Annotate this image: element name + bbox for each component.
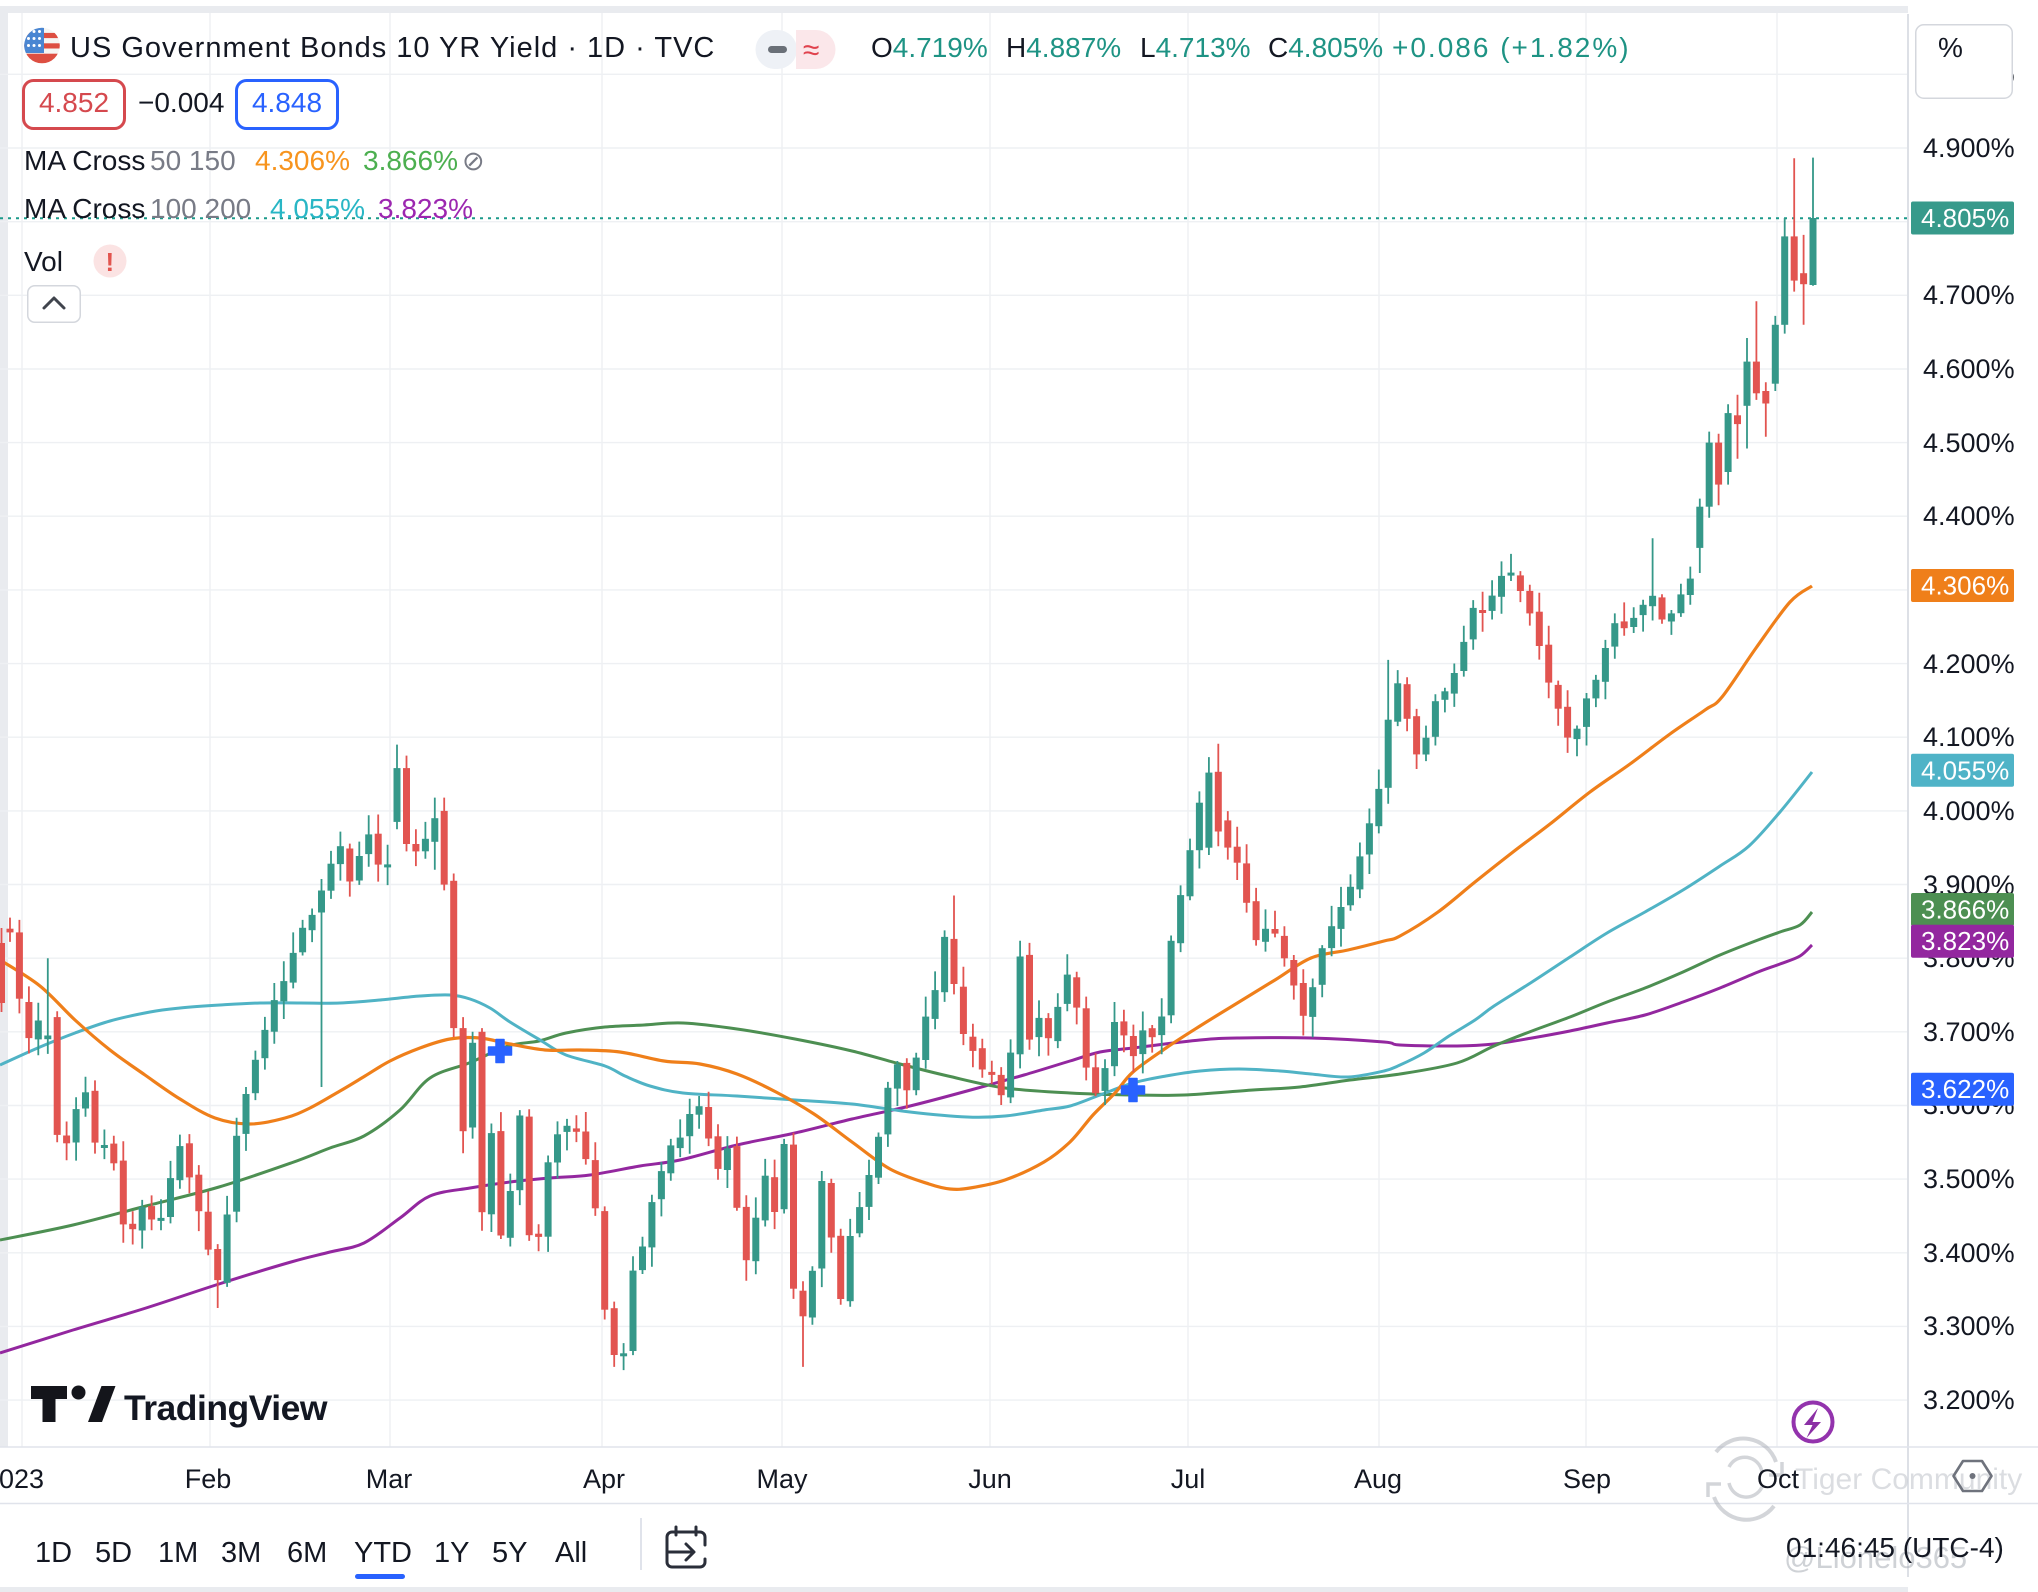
svg-text:4.000%: 4.000% xyxy=(1923,796,2015,826)
svg-text:O4.719%: O4.719% xyxy=(871,32,988,63)
svg-text:Oct: Oct xyxy=(1757,1464,1800,1494)
svg-text:Tiger Community: Tiger Community xyxy=(1795,1463,2022,1496)
svg-text:May: May xyxy=(756,1464,808,1494)
svg-text:H4.887%: H4.887% xyxy=(1006,32,1121,63)
svg-text:L4.713%: L4.713% xyxy=(1140,32,1251,63)
svg-text:4.848: 4.848 xyxy=(252,87,322,118)
svg-text:3.823%: 3.823% xyxy=(1921,926,2009,956)
svg-text:3.400%: 3.400% xyxy=(1923,1238,2015,1268)
svg-text:4.100%: 4.100% xyxy=(1923,722,2015,752)
svg-text:3.866%: 3.866% xyxy=(363,145,458,176)
svg-text:1Y: 1Y xyxy=(434,1537,469,1569)
svg-text:5D: 5D xyxy=(95,1537,132,1569)
svg-text:3.300%: 3.300% xyxy=(1923,1311,2015,1341)
svg-text:Feb: Feb xyxy=(185,1464,232,1494)
svg-text:4.306%: 4.306% xyxy=(255,145,350,176)
svg-text:1M: 1M xyxy=(158,1537,198,1569)
svg-text:US Government Bonds 10 YR Yiel: US Government Bonds 10 YR Yield · 1D · T… xyxy=(70,32,715,64)
svg-text:3.866%: 3.866% xyxy=(1921,895,2009,925)
svg-text:All: All xyxy=(555,1537,587,1569)
svg-text:4.200%: 4.200% xyxy=(1923,649,2015,679)
svg-text:Apr: Apr xyxy=(583,1464,625,1494)
svg-text:4.055%: 4.055% xyxy=(1921,755,2009,785)
svg-text:3.823%: 3.823% xyxy=(378,193,473,224)
svg-text:Jun: Jun xyxy=(968,1464,1012,1494)
svg-text:4.600%: 4.600% xyxy=(1923,354,2015,384)
svg-text:4.700%: 4.700% xyxy=(1923,280,2015,310)
svg-text:@Lionelo365: @Lionelo365 xyxy=(1784,1540,1967,1575)
svg-text:1D: 1D xyxy=(35,1537,72,1569)
svg-text:01:46:45 (UTC-4): 01:46:45 (UTC-4) xyxy=(1786,1532,2004,1563)
svg-text:⊘: ⊘ xyxy=(462,146,485,176)
svg-text:6M: 6M xyxy=(287,1537,327,1569)
svg-text:5Y: 5Y xyxy=(492,1537,527,1569)
svg-text:3M: 3M xyxy=(221,1537,261,1569)
svg-text:%: % xyxy=(1938,32,1963,63)
svg-text:−0.004: −0.004 xyxy=(138,87,224,118)
svg-text:Jul: Jul xyxy=(1171,1464,1206,1494)
svg-text:Aug: Aug xyxy=(1354,1464,1402,1494)
svg-text:MA Cross: MA Cross xyxy=(24,193,145,224)
svg-text:4.055%: 4.055% xyxy=(270,193,365,224)
svg-text:TradingView: TradingView xyxy=(124,1388,328,1428)
svg-text:Vol: Vol xyxy=(24,246,63,277)
svg-text:+0.086 (+1.82%): +0.086 (+1.82%) xyxy=(1392,32,1631,63)
svg-text:3.500%: 3.500% xyxy=(1923,1164,2015,1194)
svg-text:100 200: 100 200 xyxy=(150,193,251,224)
svg-text:MA Cross: MA Cross xyxy=(24,145,145,176)
svg-text:3.700%: 3.700% xyxy=(1923,1017,2015,1047)
svg-text:Sep: Sep xyxy=(1563,1464,1611,1494)
svg-text:≈: ≈ xyxy=(803,34,819,67)
svg-text:C4.805%: C4.805% xyxy=(1268,32,1383,63)
svg-text:3.622%: 3.622% xyxy=(1921,1074,2009,1104)
svg-text:!: ! xyxy=(106,247,115,277)
svg-text:4.306%: 4.306% xyxy=(1921,571,2009,601)
svg-text:3.200%: 3.200% xyxy=(1923,1385,2015,1415)
svg-text:50 150: 50 150 xyxy=(150,145,236,176)
svg-text:YTD: YTD xyxy=(354,1537,412,1569)
svg-text:4.900%: 4.900% xyxy=(1923,133,2015,163)
svg-text:4.400%: 4.400% xyxy=(1923,501,2015,531)
svg-text:4.852: 4.852 xyxy=(39,87,109,118)
svg-text:4.805%: 4.805% xyxy=(1921,203,2009,233)
svg-text:Mar: Mar xyxy=(366,1464,413,1494)
svg-text:4.500%: 4.500% xyxy=(1923,428,2015,458)
svg-text:2023: 2023 xyxy=(0,1464,44,1494)
